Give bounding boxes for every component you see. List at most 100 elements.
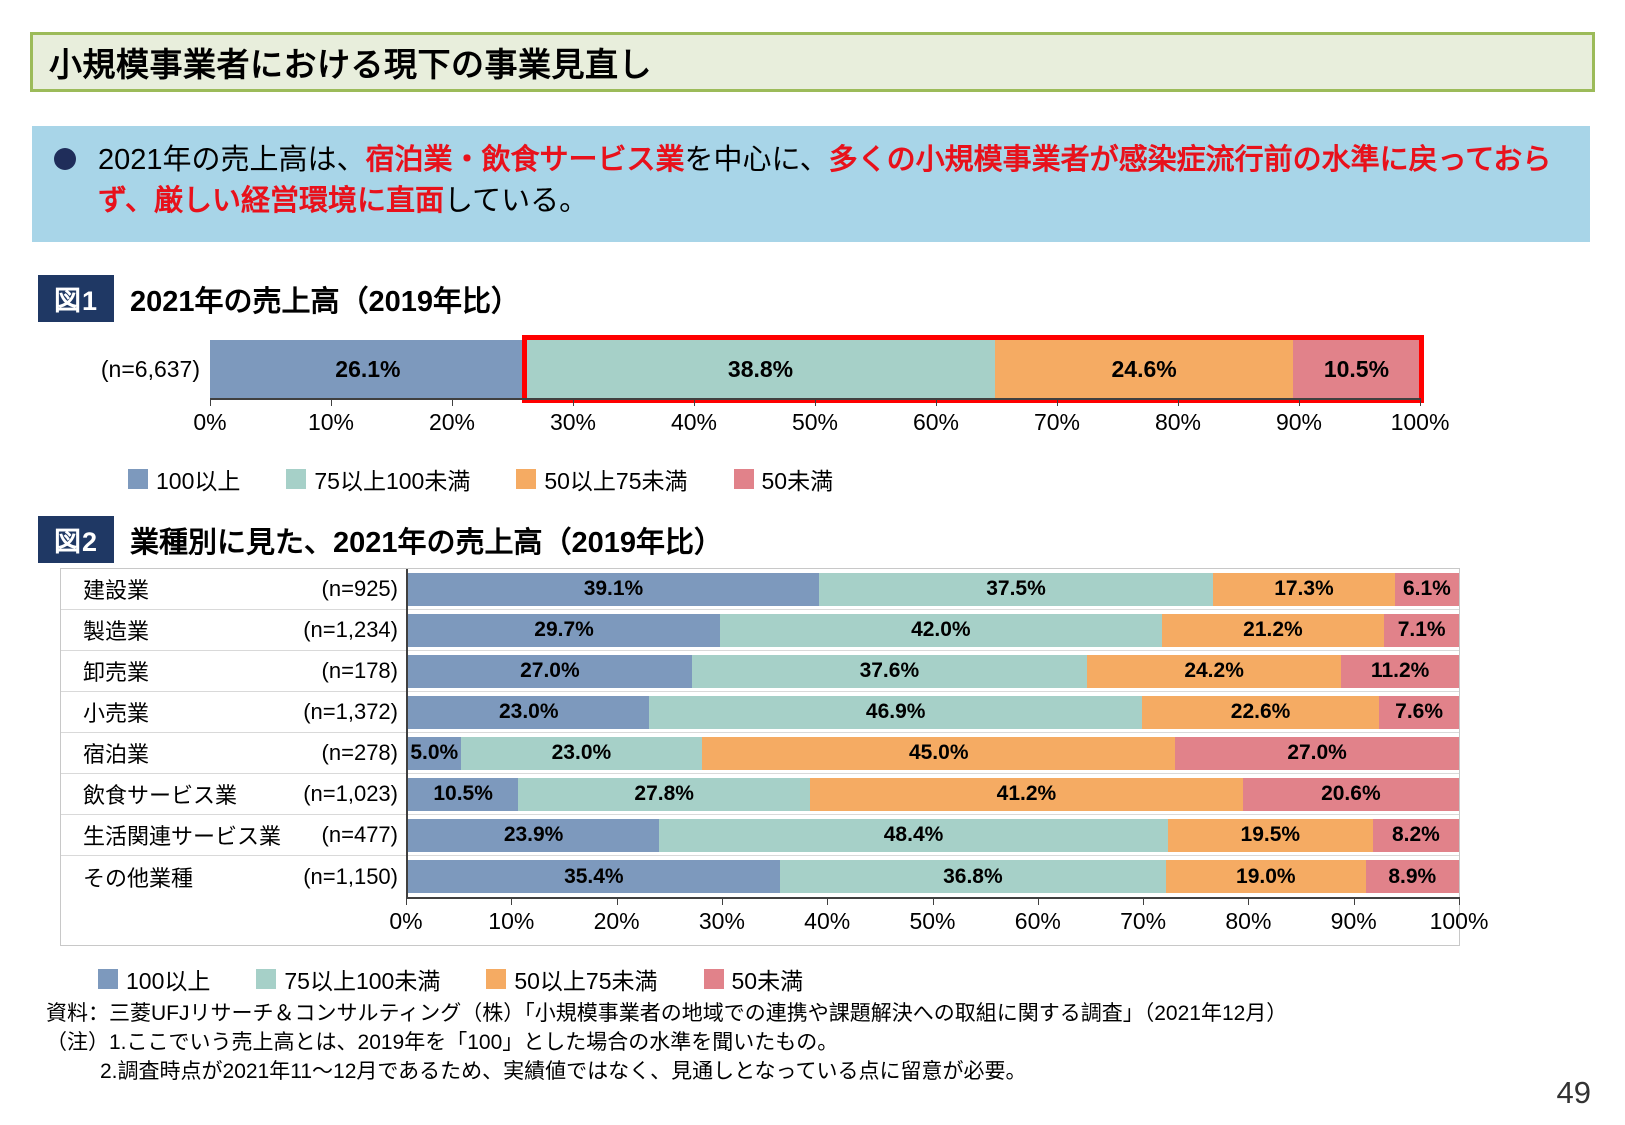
note-line-1: （注）1.ここでいう売上高とは、2019年を「100」とした場合の水準を聞いたも… xyxy=(46,1029,1446,1058)
figure2-segment-1: 23.0% xyxy=(460,736,703,770)
figure2-n-label: (n=278) xyxy=(321,740,398,765)
figure2-segment-3: 6.1% xyxy=(1394,572,1459,606)
axis-tick xyxy=(827,897,829,905)
legend-label: 50以上75未満 xyxy=(514,968,658,994)
axis-tick-label: 70% xyxy=(1120,908,1167,934)
figure2-category-label: 小売業 xyxy=(83,701,150,726)
callout-segment-2: を中心に、 xyxy=(684,144,829,176)
figure2-plot-area: 5.0% 23.0% 45.0% 27.0% xyxy=(406,732,1459,774)
figure2-stacked-bar: 23.9% 48.4% 19.5% 8.2% xyxy=(408,818,1459,852)
legend-swatch-icon xyxy=(703,969,724,989)
figure2-n-label: (n=1,234) xyxy=(303,617,398,642)
figure2-segment-1: 37.6% xyxy=(691,654,1087,688)
note-label: （注） xyxy=(46,1030,109,1054)
legend-label: 50以上75未満 xyxy=(544,468,688,494)
axis-tick xyxy=(452,398,453,406)
axis-tick xyxy=(936,398,937,406)
slide-title-bar: 小規模事業者における現下の事業見直し xyxy=(30,32,1595,92)
axis-tick-label: 20% xyxy=(593,908,640,934)
figure2-segment-2: 24.2% xyxy=(1086,654,1342,688)
figure2-segment-0: 23.0% xyxy=(408,695,650,729)
figure2-segment-1: 27.8% xyxy=(518,777,811,811)
figure1-x-axis: 0% 10% 20% 30% 40% 50% 60% 70% 80% 90% 100% xyxy=(193,398,1449,442)
figure2-rows: 建設業 (n=925) 39.1% 37.5% 17.3% 6.1% 製造業 (n=1,234… xyxy=(61,568,1459,897)
legend-label: 100以上 xyxy=(156,468,241,494)
legend-swatch-icon xyxy=(256,969,277,989)
axis-tick-label: 10% xyxy=(307,409,355,435)
legend-swatch-icon xyxy=(733,469,754,489)
bullet-icon xyxy=(54,148,76,170)
figure2-stacked-bar: 5.0% 23.0% 45.0% 27.0% xyxy=(408,736,1459,770)
figure2-category-label: 飲食サービス業 xyxy=(83,783,238,808)
figure2-segment-2: 45.0% xyxy=(702,736,1176,770)
figure2-row: その他業種 (n=1,150) 35.4% 36.8% 19.0% 8.9% xyxy=(61,856,1459,897)
figure2-segment-0: 35.4% xyxy=(408,860,780,893)
axis-tick-label: 50% xyxy=(791,409,839,435)
axis-tick xyxy=(573,398,574,406)
figure2-n-label: (n=477) xyxy=(321,822,398,847)
figure2-stacked-bar: 10.5% 27.8% 41.2% 20.6% xyxy=(408,777,1459,811)
figure2-segment-1: 36.8% xyxy=(779,860,1167,893)
figure2-plot-area: 10.5% 27.8% 41.2% 20.6% xyxy=(406,773,1459,815)
legend-item: 100以上 xyxy=(128,462,240,496)
axis-tick xyxy=(721,897,723,905)
legend-swatch-icon xyxy=(98,969,118,989)
figure2-row: 卸売業 (n=178) 27.0% 37.6% 24.2% 11.2% xyxy=(61,650,1459,692)
legend-label: 75以上100未満 xyxy=(284,968,441,994)
figure2-category-label: 宿泊業 xyxy=(83,742,150,767)
figure2-plot-area: 23.9% 48.4% 19.5% 8.2% xyxy=(406,814,1459,856)
figure2-segment-0: 39.1% xyxy=(408,572,819,606)
figure2-segment-0: 23.9% xyxy=(408,818,660,852)
legend-item: 50以上75未満 xyxy=(516,462,688,496)
legend-item: 50未満 xyxy=(733,462,834,496)
figure2-stacked-bar: 29.7% 42.0% 21.2% 7.1% xyxy=(408,613,1459,647)
callout-segment-1: 宿泊業・飲食サービス業 xyxy=(365,144,685,176)
figure2-n-label: (n=1,372) xyxy=(303,699,398,724)
axis-tick-label: 70% xyxy=(1033,409,1081,435)
figure2-segment-1: 37.5% xyxy=(818,572,1214,606)
figure2-row: 宿泊業 (n=278) 5.0% 23.0% 45.0% 27.0% xyxy=(61,732,1459,774)
figure2-segment-3: 11.2% xyxy=(1341,654,1459,688)
figure2-plot-area: 39.1% 37.5% 17.3% 6.1% xyxy=(406,568,1459,610)
figure1-segment-1: 38.8% xyxy=(525,340,996,398)
legend-label: 75以上100未満 xyxy=(314,468,471,494)
figure2-row: 小売業 (n=1,372) 23.0% 46.9% 22.6% 7.6% xyxy=(61,691,1459,733)
axis-tick xyxy=(616,897,618,905)
figure2-segment-2: 19.0% xyxy=(1166,860,1366,893)
figure2-header: 図2 業種別に見た、2021年の売上高（2019年比） xyxy=(38,516,723,563)
axis-tick-label: 40% xyxy=(670,409,718,435)
legend-label: 50未満 xyxy=(761,468,834,494)
axis-tick xyxy=(1178,398,1179,406)
axis-tick xyxy=(1037,897,1039,905)
figure2-plot-area: 35.4% 36.8% 19.0% 8.9% xyxy=(406,856,1459,897)
figure1-stacked-bar: 26.1% 38.8% 24.6% 10.5% xyxy=(210,340,1420,398)
figure2-segment-3: 27.0% xyxy=(1175,736,1459,770)
figure2-segment-2: 17.3% xyxy=(1213,572,1395,606)
axis-tick xyxy=(210,398,211,406)
axis-tick-label: 10% xyxy=(488,908,535,934)
legend-item: 75以上100未満 xyxy=(286,462,470,496)
legend-swatch-icon xyxy=(516,469,537,489)
figure2-n-label: (n=925) xyxy=(321,576,398,601)
figure2-legend: 100以上 75以上100未満 50以上75未満 50未満 xyxy=(98,962,849,996)
axis-tick-label: 0% xyxy=(193,409,227,435)
legend-item: 100以上 xyxy=(98,962,210,996)
legend-label: 100以上 xyxy=(126,968,211,994)
figure2-segment-3: 8.9% xyxy=(1365,860,1459,893)
axis-tick-label: 30% xyxy=(549,409,597,435)
figure2-category-label: 建設業 xyxy=(83,578,150,603)
legend-label: 50未満 xyxy=(731,968,804,994)
figure2-title: 業種別に見た、2021年の売上高（2019年比） xyxy=(130,526,724,559)
axis-tick xyxy=(1420,398,1421,406)
page-number: 49 xyxy=(1556,1075,1591,1110)
figure2-row: 製造業 (n=1,234) 29.7% 42.0% 21.2% 7.1% xyxy=(61,609,1459,651)
figure1-segment-3: 10.5% xyxy=(1292,340,1420,398)
callout-segment-3: 多くの小規模事業者が感染症流行前の水準に戻っておらず、厳しい経営環境に直面 xyxy=(98,144,1552,218)
figure2-segment-3: 20.6% xyxy=(1242,777,1459,811)
figure2-category-label: 生活関連サービス業 xyxy=(83,824,282,849)
figure1-segment-2: 24.6% xyxy=(995,340,1293,398)
page-title: 小規模事業者における現下の事業見直し xyxy=(49,46,652,83)
footnotes: 資料：三菱UFJリサーチ＆コンサルティング（株）「小規模事業者の地域での連携や課… xyxy=(46,1000,1446,1087)
axis-tick xyxy=(1459,897,1460,905)
